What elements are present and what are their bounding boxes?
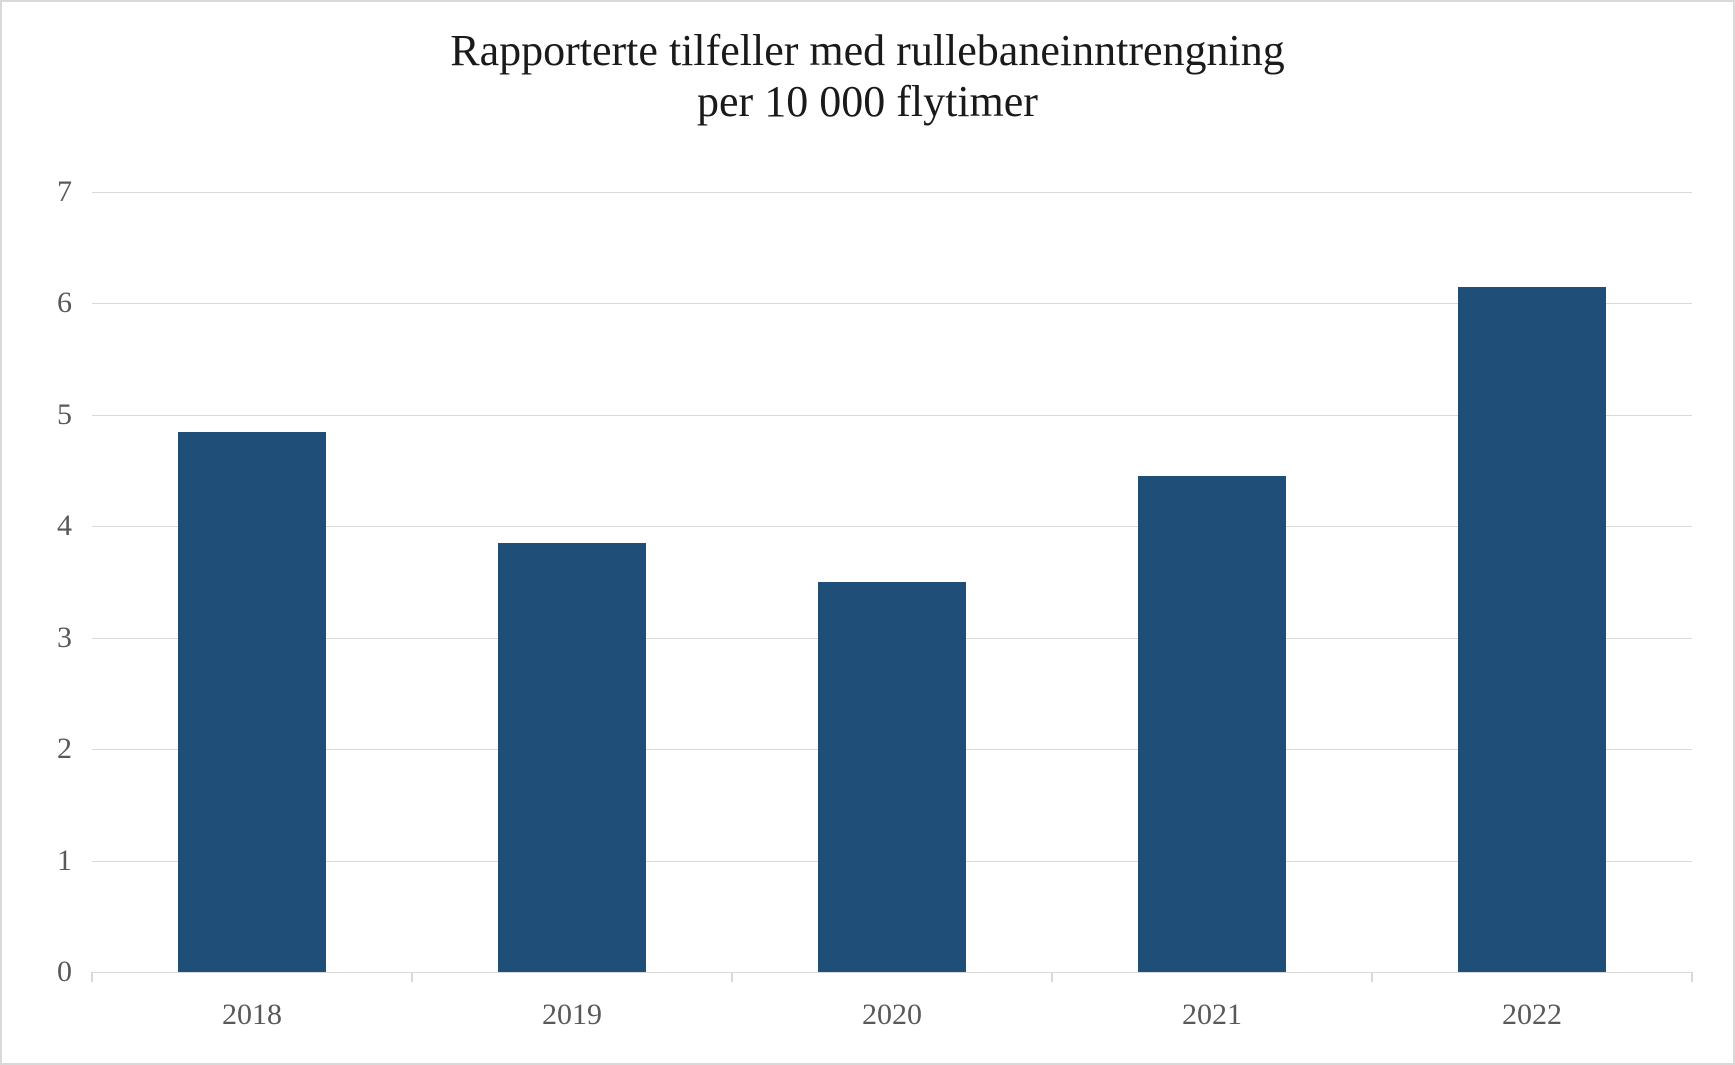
gridline [92,192,1692,193]
bar [1138,476,1285,972]
x-tick-label: 2022 [1502,998,1562,1032]
x-tick-mark [731,972,733,982]
x-tick-mark [91,972,93,982]
x-tick-mark [411,972,413,982]
x-tick-label: 2020 [862,998,922,1032]
x-tick-label: 2021 [1182,998,1242,1032]
gridline [92,303,1692,304]
y-tick-label: 7 [2,175,72,209]
x-tick-label: 2018 [222,998,282,1032]
plot-area: 0123456720182019202020212022 [92,192,1692,972]
y-tick-label: 1 [2,844,72,878]
y-tick-label: 0 [2,955,72,989]
y-tick-label: 3 [2,621,72,655]
y-tick-label: 4 [2,509,72,543]
chart-frame: Rapporterte tilfeller med rullebaneinntr… [0,0,1735,1065]
gridline [92,526,1692,527]
y-tick-label: 2 [2,732,72,766]
y-tick-label: 6 [2,286,72,320]
bar [498,543,645,972]
x-tick-label: 2019 [542,998,602,1032]
chart-title: Rapporterte tilfeller med rullebaneinntr… [2,26,1733,127]
y-tick-label: 5 [2,398,72,432]
gridline [92,415,1692,416]
gridline [92,972,1692,973]
bar [1458,287,1605,972]
x-tick-mark [1691,972,1693,982]
bar [818,582,965,972]
bar [178,432,325,972]
x-tick-mark [1371,972,1373,982]
x-tick-mark [1051,972,1053,982]
